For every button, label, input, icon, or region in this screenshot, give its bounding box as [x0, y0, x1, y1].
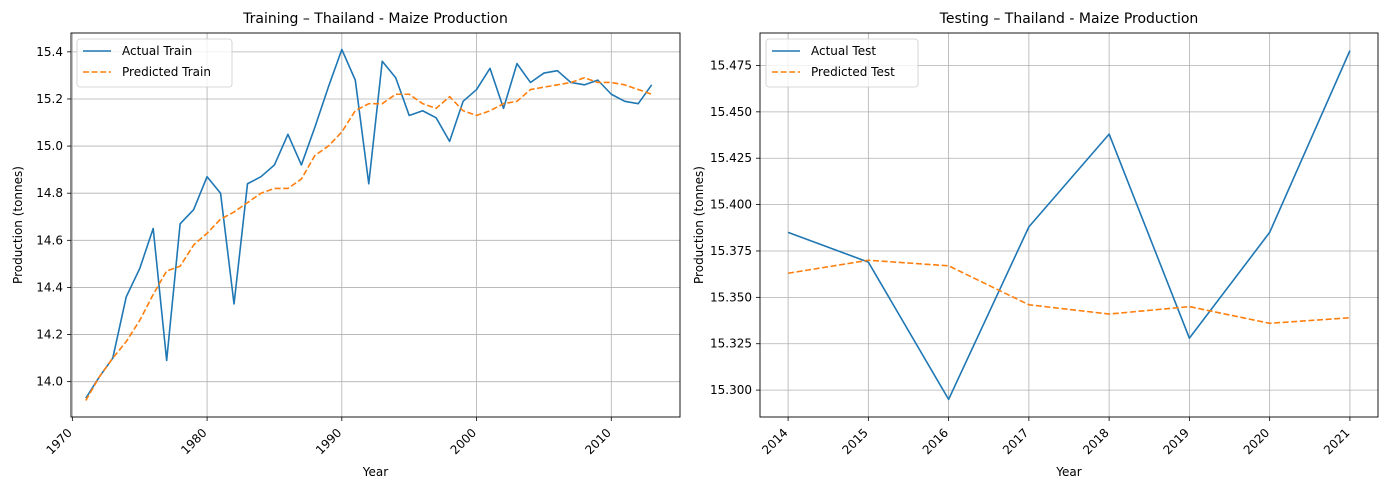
series-line-actual-test: [787, 50, 1351, 401]
y-tick-label: 14.2: [36, 328, 63, 342]
legend-label: Predicted Test: [811, 65, 895, 79]
y-tick-label: 15.425: [710, 151, 752, 165]
y-tick-label: 15.475: [710, 58, 752, 72]
y-tick-label: 14.6: [36, 233, 63, 247]
legend-box: [765, 38, 919, 88]
legend: Actual Train Predicted Train: [76, 38, 233, 88]
y-tick-label: 14.8: [36, 186, 63, 200]
legend-box: [76, 38, 233, 88]
legend: Actual Test Predicted Test: [765, 38, 919, 88]
y-tick-label: 15.4: [36, 45, 63, 59]
y-tick-label: 15.350: [710, 290, 752, 304]
axes-frame: [759, 32, 1379, 418]
legend-label: Predicted Train: [122, 65, 211, 79]
y-tick-label: 14.4: [36, 280, 63, 294]
y-tick-label: 15.450: [710, 105, 752, 119]
y-tick-label: 14.0: [36, 375, 63, 389]
series-line-predicted-train: [85, 76, 652, 401]
y-tick-label: 15.400: [710, 198, 752, 212]
series-line-actual-train: [85, 48, 653, 399]
y-axis-label: Production (tonnes): [11, 166, 25, 284]
chart-title: Training – Thailand - Maize Production: [242, 11, 508, 27]
y-tick-label: 15.300: [710, 383, 752, 397]
chart-title: Testing – Thailand - Maize Production: [939, 11, 1199, 27]
y-tick-label: 15.2: [36, 92, 63, 106]
series-line-predicted-test: [787, 259, 1350, 325]
x-axis-label: Year: [362, 465, 388, 479]
y-tick-label: 15.325: [710, 337, 752, 351]
y-tick-label: 15.375: [710, 244, 752, 258]
y-axis-label: Production (tonnes): [692, 166, 706, 284]
y-tick-label: 15.0: [36, 139, 63, 153]
axes-frame: [70, 32, 681, 418]
legend-label: Actual Train: [122, 44, 192, 58]
legend-label: Actual Test: [811, 44, 876, 58]
x-axis-label: Year: [1055, 465, 1081, 479]
